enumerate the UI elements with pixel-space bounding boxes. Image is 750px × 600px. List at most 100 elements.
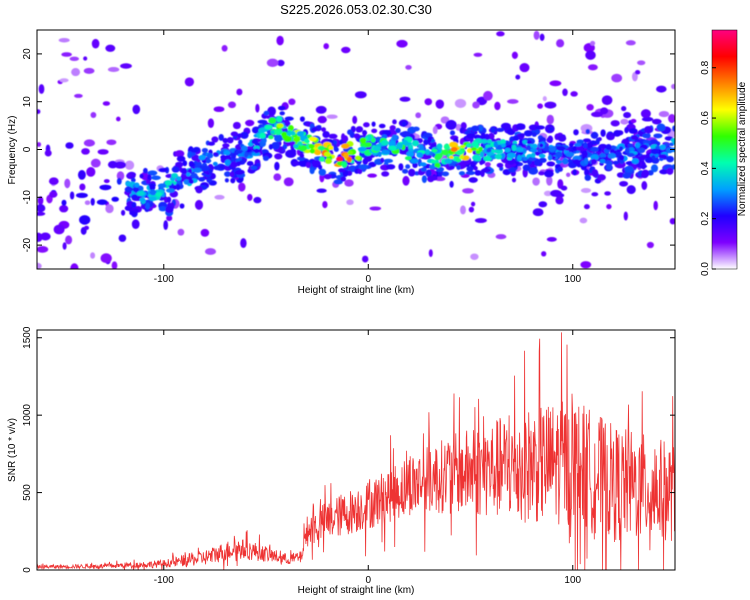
heat-cell bbox=[148, 196, 157, 202]
heat-cell bbox=[584, 157, 589, 165]
heat-cell bbox=[131, 201, 137, 208]
heat-cell bbox=[386, 164, 396, 170]
heat-cell bbox=[174, 150, 185, 158]
heat-cell bbox=[600, 129, 606, 137]
heat-cell bbox=[354, 155, 361, 161]
heat-cell bbox=[90, 198, 95, 206]
heat-cell bbox=[465, 170, 476, 176]
heat-cell bbox=[610, 145, 617, 150]
heat-cell bbox=[528, 124, 538, 131]
spectrogram-y-tick-label: -20 bbox=[22, 237, 33, 252]
heat-cell bbox=[256, 162, 261, 167]
heat-cell bbox=[276, 35, 284, 46]
heat-cell bbox=[512, 140, 518, 145]
heat-cell bbox=[653, 200, 658, 211]
heat-cell bbox=[490, 126, 496, 133]
heat-cell bbox=[247, 193, 253, 201]
heat-cell bbox=[436, 143, 443, 150]
heat-cell bbox=[473, 166, 478, 171]
heat-cell bbox=[539, 33, 545, 41]
heat-cell bbox=[367, 134, 372, 141]
heat-cell bbox=[102, 101, 111, 106]
heat-cell bbox=[543, 190, 553, 197]
heat-cell bbox=[410, 158, 419, 164]
heat-cell bbox=[601, 95, 613, 106]
heat-cell bbox=[519, 63, 530, 73]
heat-cell bbox=[573, 129, 579, 136]
heat-cell bbox=[591, 192, 599, 197]
heat-cell bbox=[580, 261, 592, 269]
heat-cell bbox=[213, 152, 219, 156]
heat-cell bbox=[103, 179, 110, 184]
heat-cell bbox=[395, 127, 401, 134]
heat-cell bbox=[136, 190, 145, 197]
heat-cell bbox=[293, 137, 301, 143]
heat-cell bbox=[305, 161, 311, 169]
heat-cell bbox=[79, 215, 91, 225]
heat-cell bbox=[522, 164, 531, 172]
heat-cell bbox=[449, 130, 456, 136]
heat-cell bbox=[555, 151, 563, 158]
heat-cell bbox=[460, 205, 466, 215]
heat-cell bbox=[186, 172, 191, 177]
heat-cell bbox=[658, 111, 670, 118]
snr-y-tick-label: 500 bbox=[22, 484, 33, 501]
heat-cell bbox=[222, 137, 229, 144]
heat-cell bbox=[264, 124, 273, 130]
heat-cell bbox=[369, 206, 382, 211]
heat-cell bbox=[473, 52, 483, 57]
spectrogram-y-tick-label: 0 bbox=[22, 146, 33, 152]
heat-cell bbox=[296, 130, 305, 137]
spectrogram-y-tick-label: -10 bbox=[22, 190, 33, 205]
heat-cell bbox=[271, 141, 280, 150]
spectrogram-y-tick-label: 20 bbox=[22, 48, 33, 60]
colorbar-tick-label: 0.2 bbox=[700, 211, 711, 225]
snr-y-tick-label: 0 bbox=[22, 567, 33, 573]
heat-cell bbox=[530, 148, 537, 153]
heat-cell bbox=[37, 246, 49, 253]
heat-cell bbox=[645, 157, 654, 164]
heat-cell bbox=[402, 175, 410, 186]
heat-cell bbox=[624, 126, 629, 134]
heat-cell bbox=[130, 177, 136, 183]
heat-cell bbox=[650, 148, 660, 155]
colorbar: 0.0 0.2 0.4 0.6 0.8 Normalized spectral ampl… bbox=[700, 29, 748, 276]
heat-cell bbox=[423, 138, 429, 146]
heat-cell bbox=[519, 133, 525, 138]
heat-cell bbox=[274, 134, 283, 143]
spectrogram-y-label: Frequency (Hz) bbox=[7, 116, 18, 185]
heat-cell bbox=[630, 135, 639, 141]
heat-cell bbox=[323, 43, 329, 50]
snr-x-tick-label: 100 bbox=[564, 575, 581, 586]
colorbar-tick-label: 0.4 bbox=[700, 161, 711, 175]
heat-cell bbox=[483, 90, 493, 101]
heat-cell bbox=[531, 132, 537, 137]
heat-cell bbox=[576, 145, 584, 152]
heat-cell bbox=[222, 143, 230, 148]
heat-cell bbox=[625, 40, 636, 46]
heat-cell bbox=[118, 234, 127, 242]
heat-cell bbox=[415, 112, 422, 119]
heat-cell bbox=[288, 98, 296, 106]
heat-cell bbox=[479, 151, 485, 158]
heat-cell bbox=[166, 196, 172, 203]
heat-cell bbox=[604, 191, 611, 196]
heat-cell bbox=[380, 157, 385, 163]
heat-cell bbox=[605, 165, 613, 171]
heat-cell bbox=[223, 150, 231, 156]
heat-cell bbox=[611, 73, 623, 83]
heat-cell bbox=[598, 143, 608, 149]
heat-cell bbox=[419, 144, 424, 150]
heat-cell bbox=[120, 63, 132, 69]
heat-cell bbox=[634, 70, 641, 75]
heat-cell bbox=[127, 173, 133, 178]
heat-cell bbox=[420, 167, 427, 172]
heat-cell bbox=[132, 104, 141, 115]
heat-cell bbox=[538, 201, 548, 208]
heat-cell bbox=[179, 203, 185, 209]
heat-cell bbox=[641, 169, 650, 178]
heat-cell bbox=[637, 60, 646, 66]
heat-cell bbox=[574, 142, 582, 147]
heat-cell bbox=[241, 158, 246, 165]
heat-cell bbox=[191, 155, 201, 161]
